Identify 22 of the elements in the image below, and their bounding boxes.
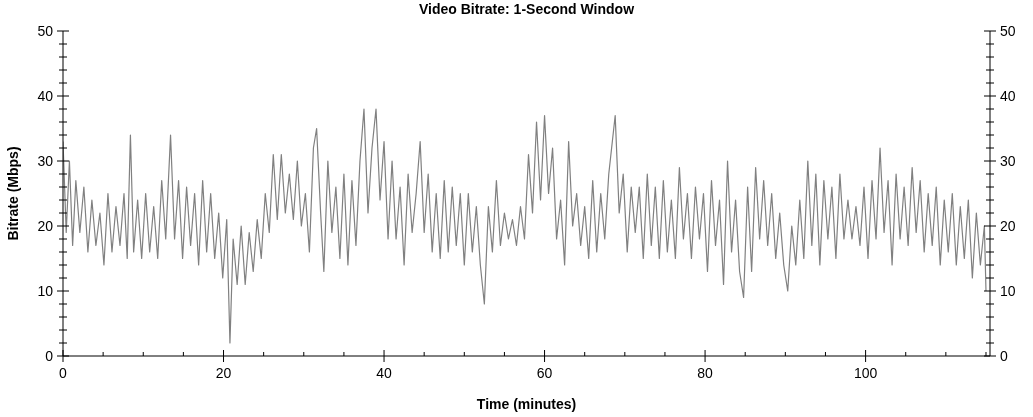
x-tick-label: 100 — [853, 365, 878, 381]
y-tick-label: 10 — [37, 282, 54, 299]
chart-title: Video Bitrate: 1-Second Window — [418, 1, 635, 17]
y2-tick-label: 10 — [1000, 282, 1016, 299]
x-tick-label: 0 — [59, 365, 68, 381]
x-tick-label: 80 — [697, 365, 714, 381]
y-tick-label: 0 — [45, 347, 54, 364]
line-series — [63, 108, 987, 344]
y2-tick-label: 40 — [1000, 87, 1016, 104]
y2-tick-label: 50 — [1000, 22, 1016, 39]
x-tick-label: 60 — [536, 365, 553, 381]
x-axis-title: Time (minutes) — [476, 396, 577, 412]
x-tick-label: 20 — [215, 365, 232, 381]
y-axis-title: Bitrate (Mbps) — [5, 146, 21, 241]
y2-tick-label: 30 — [1000, 152, 1016, 169]
x-tick-label: 40 — [376, 365, 393, 381]
y-tick-label: 30 — [37, 152, 54, 169]
y-tick-label: 20 — [37, 217, 54, 234]
y-tick-label: 50 — [37, 22, 54, 39]
y-tick-label: 40 — [37, 87, 54, 104]
y2-tick-label: 20 — [1000, 217, 1016, 234]
y2-tick-label: 0 — [1000, 347, 1008, 364]
